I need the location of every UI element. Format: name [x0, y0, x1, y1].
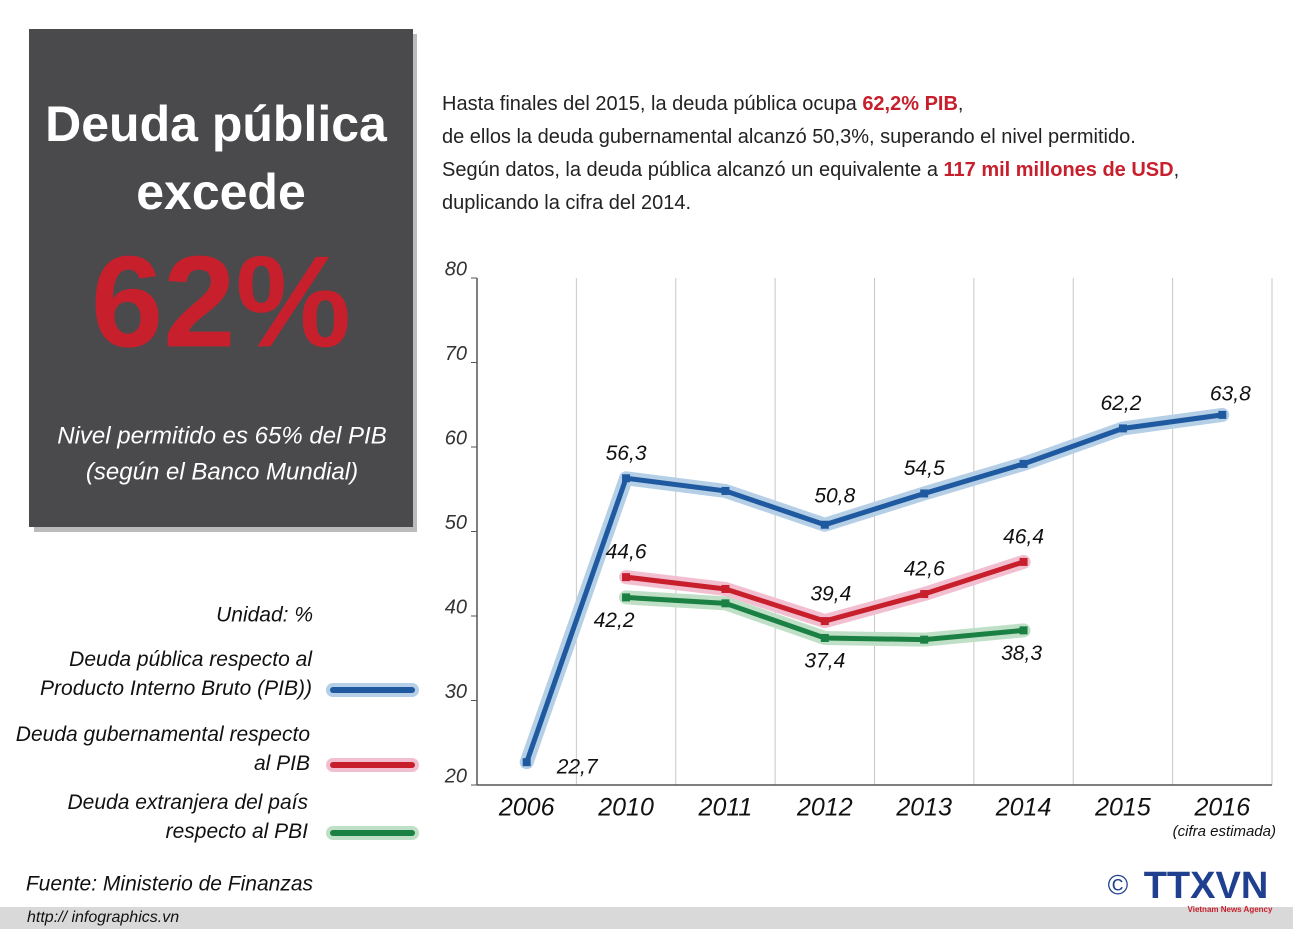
legend-swatch	[330, 830, 415, 836]
x-tick-label: 2011	[698, 794, 753, 822]
x-tick-label: 2012	[796, 794, 853, 822]
footer-strip	[0, 907, 1293, 929]
value-label: 42,6	[904, 558, 945, 581]
marker	[1218, 410, 1227, 419]
x-tick-label: 2014	[995, 794, 1052, 822]
value-label: 38,3	[1001, 642, 1042, 665]
intro-line: Según datos, la deuda pública alcanzó un…	[442, 154, 1179, 187]
value-label: 54,5	[904, 457, 945, 480]
subtitle: Nivel permitido es 65% del PIB	[57, 422, 386, 449]
marker	[920, 635, 929, 644]
value-label: 42,2	[594, 609, 635, 632]
agency: Vietnam News Agency	[1188, 905, 1273, 914]
marker	[820, 520, 829, 529]
title-line: Deuda pública	[45, 96, 388, 152]
x-tick-label: 2010	[597, 794, 654, 822]
y-tick-label: 40	[445, 596, 467, 618]
intro-text: duplicando la cifra del 2014.	[442, 192, 692, 214]
value-label: 37,4	[804, 650, 845, 673]
marker	[1118, 424, 1127, 433]
marker	[920, 590, 929, 599]
intro-text: Según datos, la deuda pública alcanzó un…	[442, 159, 944, 181]
x-note: (cifra estimada)	[1173, 823, 1276, 840]
legend-label: Deuda pública respecto al Producto Inter…	[40, 648, 312, 700]
intro-text: de ellos la deuda gubernamental alcanzó …	[442, 126, 1136, 148]
marker	[721, 584, 730, 593]
intro: Hasta finales del 2015, la deuda pública…	[442, 88, 1179, 220]
legend-swatch	[330, 762, 415, 768]
unit-label: Unidad: %	[216, 604, 313, 627]
y-tick-label: 30	[445, 681, 467, 703]
legend-label: Deuda gubernamental respecto al PIB	[15, 723, 310, 775]
x-tick-label: 2016	[1194, 794, 1251, 822]
logo: TTXVN	[1144, 865, 1269, 907]
marker	[622, 593, 631, 602]
marker	[920, 489, 929, 498]
marker	[820, 617, 829, 626]
y-tick-label: 80	[445, 258, 467, 280]
marker	[721, 486, 730, 495]
marker	[721, 599, 730, 608]
header-box	[29, 29, 413, 527]
value-label: 63,8	[1210, 382, 1251, 405]
y-tick-label: 60	[445, 427, 467, 449]
marker	[522, 758, 531, 767]
highlight: 62,2% PIB	[862, 93, 958, 115]
marker	[622, 573, 631, 582]
url: http:// infographics.vn	[27, 909, 179, 926]
value-label: 22,7	[556, 756, 599, 779]
big-number: 62%	[91, 228, 351, 374]
y-tick-label: 70	[445, 343, 467, 365]
legend-swatch	[330, 687, 415, 693]
marker	[1019, 557, 1028, 566]
intro-line: de ellos la deuda gubernamental alcanzó …	[442, 121, 1179, 154]
copyright: ©	[1108, 869, 1129, 900]
marker	[622, 474, 631, 483]
source: Fuente: Ministerio de Finanzas	[26, 873, 314, 896]
intro-text: ,	[1173, 159, 1180, 181]
y-tick-label: 20	[444, 765, 467, 787]
y-tick-label: 50	[445, 512, 467, 534]
value-label: 46,4	[1003, 525, 1044, 548]
highlight: 117 mil millones de USD	[943, 159, 1174, 181]
value-label: 62,2	[1101, 392, 1142, 415]
marker	[820, 633, 829, 642]
value-label: 50,8	[814, 484, 855, 507]
title-line: excede	[136, 164, 306, 220]
value-label: 39,4	[810, 583, 851, 606]
x-tick-label: 2013	[895, 794, 952, 822]
x-tick-label: 2006	[498, 794, 555, 822]
value-label: 44,6	[606, 541, 647, 564]
line	[524, 412, 1223, 764]
intro-text: Hasta finales del 2015, la deuda pública…	[442, 93, 863, 115]
x-tick-label: 2015	[1094, 794, 1151, 822]
subtitle: (según el Banco Mundial)	[86, 458, 358, 485]
intro-line: Hasta finales del 2015, la deuda pública…	[442, 88, 1179, 121]
legend-label: Deuda extranjera del país respecto al PB…	[67, 791, 309, 843]
intro-line: duplicando la cifra del 2014.	[442, 187, 1179, 220]
value-label: 56,3	[606, 442, 647, 465]
marker	[1019, 626, 1028, 635]
marker	[1019, 459, 1028, 468]
intro-text: ,	[957, 93, 964, 115]
